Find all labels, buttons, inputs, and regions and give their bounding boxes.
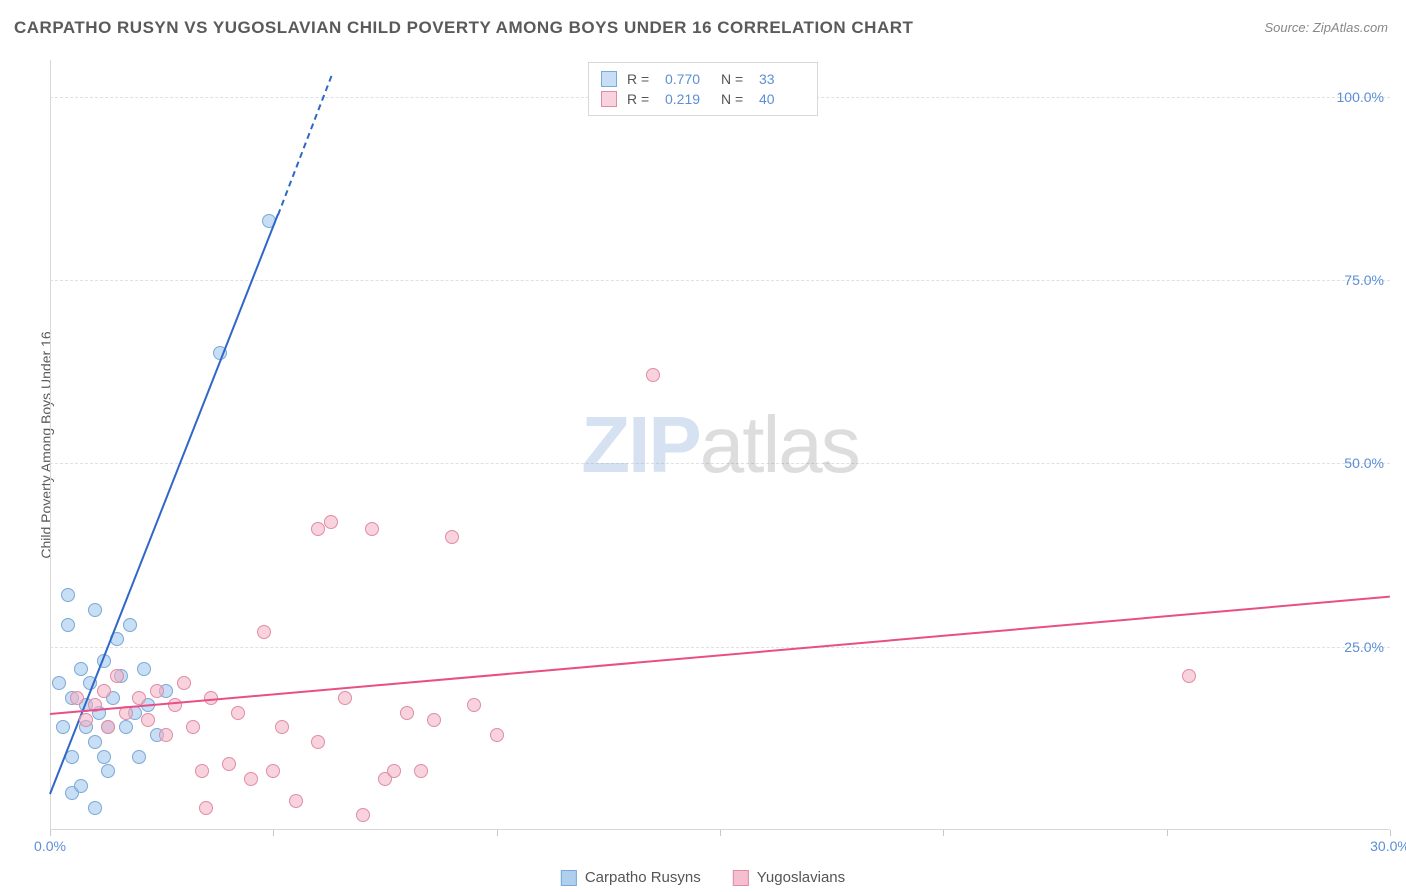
- legend-swatch: [601, 71, 617, 87]
- scatter-point: [110, 669, 124, 683]
- y-tick-label: 50.0%: [1344, 455, 1384, 471]
- source-attribution: Source: ZipAtlas.com: [1264, 20, 1388, 35]
- legend-n-value: 33: [759, 71, 805, 87]
- scatter-point: [311, 735, 325, 749]
- legend-swatch: [733, 870, 749, 886]
- scatter-point: [199, 801, 213, 815]
- scatter-point: [275, 720, 289, 734]
- scatter-point: [56, 720, 70, 734]
- legend-item: Yugoslavians: [733, 869, 845, 886]
- scatter-point: [427, 713, 441, 727]
- scatter-point: [414, 764, 428, 778]
- scatter-point: [646, 368, 660, 382]
- scatter-point: [74, 662, 88, 676]
- scatter-point: [79, 713, 93, 727]
- scatter-point: [467, 698, 481, 712]
- scatter-point: [74, 779, 88, 793]
- grid-line-h: [50, 463, 1390, 464]
- scatter-point: [101, 764, 115, 778]
- scatter-point: [132, 691, 146, 705]
- legend-r-label: R =: [627, 91, 655, 107]
- scatter-point: [97, 684, 111, 698]
- grid-line-h: [50, 647, 1390, 648]
- x-tick-mark: [50, 830, 51, 836]
- trend-line: [49, 215, 279, 795]
- scatter-plot: 25.0%50.0%75.0%100.0%0.0%30.0%: [50, 60, 1390, 830]
- scatter-point: [311, 522, 325, 536]
- series-legend: Carpatho Rusyns Yugoslavians: [561, 869, 845, 886]
- scatter-point: [123, 618, 137, 632]
- y-tick-label: 100.0%: [1337, 89, 1384, 105]
- scatter-point: [132, 750, 146, 764]
- scatter-point: [222, 757, 236, 771]
- legend-swatch: [561, 870, 577, 886]
- scatter-point: [195, 764, 209, 778]
- scatter-point: [257, 625, 271, 639]
- x-tick-mark: [1390, 830, 1391, 836]
- correlation-legend: R = 0.770 N = 33 R = 0.219 N = 40: [588, 62, 818, 116]
- scatter-point: [150, 684, 164, 698]
- scatter-point: [61, 588, 75, 602]
- legend-n-label: N =: [721, 91, 749, 107]
- scatter-point: [356, 808, 370, 822]
- legend-n-value: 40: [759, 91, 805, 107]
- scatter-point: [324, 515, 338, 529]
- legend-r-value: 0.219: [665, 91, 711, 107]
- scatter-point: [231, 706, 245, 720]
- legend-n-label: N =: [721, 71, 749, 87]
- scatter-point: [168, 698, 182, 712]
- x-tick-mark: [1167, 830, 1168, 836]
- scatter-point: [1182, 669, 1196, 683]
- legend-r-value: 0.770: [665, 71, 711, 87]
- y-tick-label: 25.0%: [1344, 639, 1384, 655]
- scatter-point: [338, 691, 352, 705]
- x-tick-mark: [273, 830, 274, 836]
- x-tick-mark: [497, 830, 498, 836]
- chart-title: CARPATHO RUSYN VS YUGOSLAVIAN CHILD POVE…: [14, 18, 913, 38]
- x-tick-label: 30.0%: [1370, 838, 1406, 854]
- scatter-point: [159, 728, 173, 742]
- scatter-point: [61, 618, 75, 632]
- chart-area: Child Poverty Among Boys Under 16 ZIPatl…: [50, 60, 1390, 830]
- legend-series-label: Yugoslavians: [757, 869, 845, 886]
- scatter-point: [119, 720, 133, 734]
- scatter-point: [88, 801, 102, 815]
- scatter-point: [70, 691, 84, 705]
- scatter-point: [400, 706, 414, 720]
- trend-line: [50, 595, 1390, 714]
- legend-row: R = 0.219 N = 40: [601, 89, 805, 109]
- scatter-point: [266, 764, 280, 778]
- x-tick-mark: [720, 830, 721, 836]
- x-tick-label: 0.0%: [34, 838, 66, 854]
- scatter-point: [289, 794, 303, 808]
- scatter-point: [365, 522, 379, 536]
- scatter-point: [141, 713, 155, 727]
- scatter-point: [88, 603, 102, 617]
- scatter-point: [177, 676, 191, 690]
- scatter-point: [445, 530, 459, 544]
- legend-item: Carpatho Rusyns: [561, 869, 701, 886]
- legend-row: R = 0.770 N = 33: [601, 69, 805, 89]
- scatter-point: [52, 676, 66, 690]
- scatter-point: [186, 720, 200, 734]
- scatter-point: [137, 662, 151, 676]
- x-tick-mark: [943, 830, 944, 836]
- y-tick-label: 75.0%: [1344, 272, 1384, 288]
- scatter-point: [88, 735, 102, 749]
- legend-r-label: R =: [627, 71, 655, 87]
- scatter-point: [387, 764, 401, 778]
- scatter-point: [101, 720, 115, 734]
- scatter-point: [244, 772, 258, 786]
- scatter-point: [490, 728, 504, 742]
- legend-series-label: Carpatho Rusyns: [585, 869, 701, 886]
- legend-swatch: [601, 91, 617, 107]
- scatter-point: [97, 750, 111, 764]
